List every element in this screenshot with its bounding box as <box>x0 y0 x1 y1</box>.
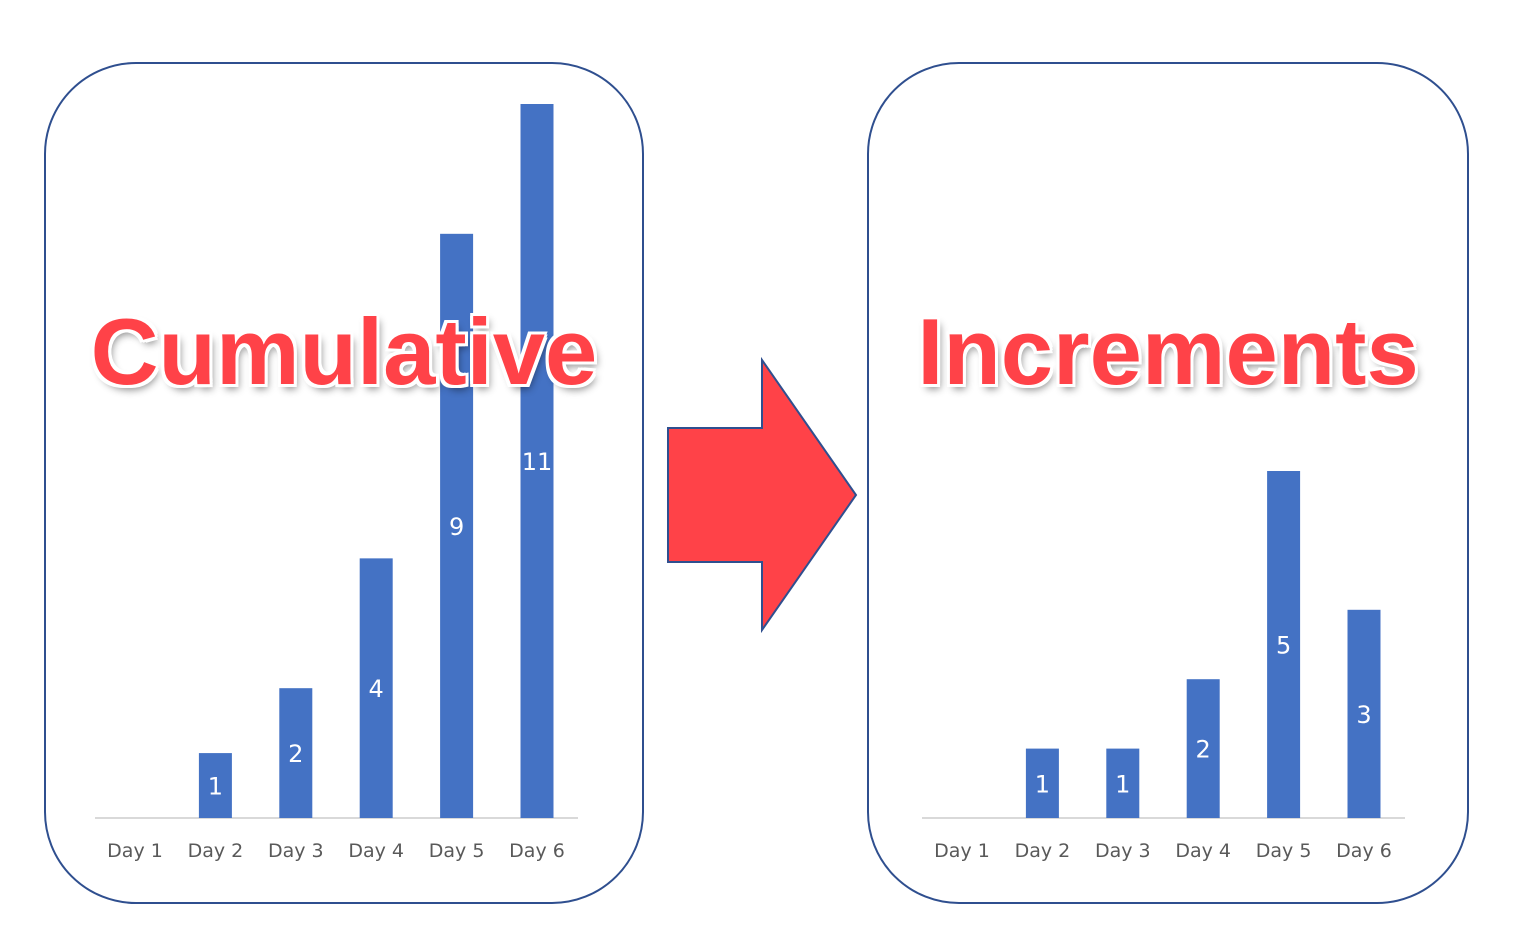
cumulative-title: Cumulative <box>90 299 598 404</box>
right-arrow-icon <box>667 356 858 634</box>
increments-title: Increments <box>917 299 1419 404</box>
increments-chart-panel <box>867 62 1469 904</box>
cumulative-chart-panel <box>44 62 644 904</box>
